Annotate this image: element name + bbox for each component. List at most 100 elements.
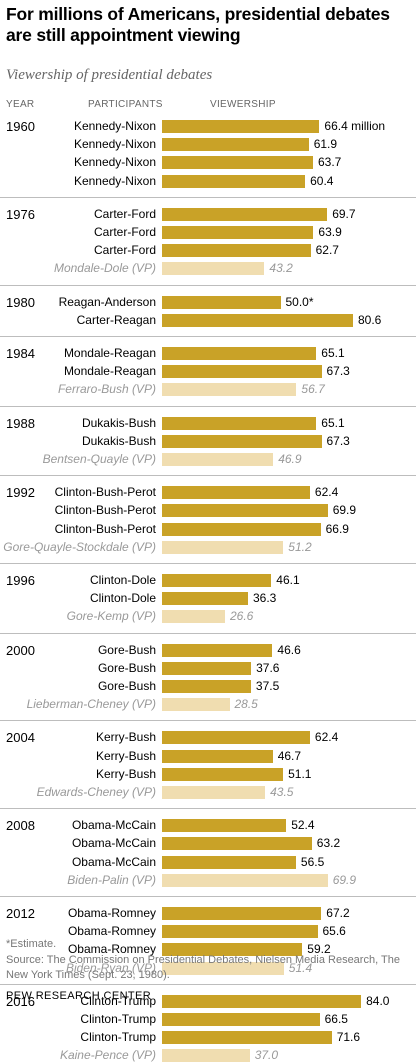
participants-label: Gore-Bush (97, 660, 156, 675)
viewership-bar (162, 943, 303, 957)
viewership-value: 80.6 (358, 312, 382, 327)
group-separator (0, 196, 416, 198)
viewership-bar (162, 574, 272, 587)
viewership-value: 52.4 (291, 818, 315, 833)
viewership-bar (162, 295, 281, 309)
viewership-bar (162, 207, 328, 221)
viewership-bar (162, 907, 322, 920)
viewership-bar (162, 731, 310, 745)
participants-label: Carter-Ford (93, 206, 156, 221)
participants-label: Kennedy-Nixon (73, 155, 156, 170)
participants-label: Clinton-Dole (89, 591, 156, 606)
participants-label: Obama-Romney (67, 906, 156, 920)
viewership-bar (162, 610, 225, 624)
group-separator (0, 284, 416, 286)
viewership-bar (162, 226, 314, 239)
viewership-value: 36.3 (253, 591, 277, 606)
participants-label: Kerry-Bush (95, 748, 156, 763)
year-label: 1980 (6, 294, 35, 310)
year-label: 1976 (6, 206, 35, 222)
year-label: 1988 (6, 415, 35, 431)
group-separator (0, 632, 416, 634)
viewership-value: 66.9 (325, 521, 349, 536)
participants-label: Kerry-Bush (95, 766, 156, 781)
participants-label: Clinton-Trump (80, 993, 156, 1008)
viewership-bar (162, 592, 248, 606)
participants-label: Ferraro-Bush (VP) (57, 382, 156, 397)
participants-label: Clinton-Bush-Perot (54, 503, 156, 518)
viewership-bar (162, 383, 297, 397)
participants-label: Clinton-Bush-Perot (54, 521, 156, 536)
viewership-bar (162, 244, 311, 258)
viewership-bar (162, 486, 310, 500)
viewership-bar (162, 925, 318, 939)
year-label: 1996 (6, 573, 35, 588)
participants-label: Carter-Ford (93, 243, 156, 258)
participants-label: Biden-Ryan (VP) (65, 960, 156, 975)
viewership-value: 62.4 (314, 485, 339, 500)
source-note: Source: The Commission on Presidential D… (6, 954, 400, 981)
year-label: 2012 (6, 906, 35, 921)
viewership-value: 62.4 (314, 730, 339, 745)
viewership-bar (162, 1013, 320, 1026)
year-label: 2000 (6, 642, 35, 658)
column-header-participants: PARTICIPANTS (88, 99, 163, 110)
viewership-bar (162, 767, 284, 781)
participants-label: Mondale-Reagan (63, 346, 156, 360)
viewership-bar (162, 540, 284, 554)
viewership-bar (162, 434, 322, 448)
viewership-value: 84.0 (366, 993, 390, 1008)
viewership-value: 26.6 (230, 609, 254, 624)
participants-label: Carter-Ford (93, 225, 156, 239)
viewership-value: 66.4 million (324, 119, 386, 133)
viewership-bar (162, 416, 317, 430)
participants-label: Reagan-Anderson (58, 294, 156, 309)
viewership-bar (162, 1049, 250, 1062)
viewership-bar (162, 156, 313, 170)
viewership-value: 60.4 (310, 173, 334, 188)
viewership-bar (162, 819, 287, 833)
chart-title: For millions of Americans, presidential … (6, 4, 390, 45)
participants-label: Gore-Kemp (VP) (66, 609, 156, 624)
participants-label: Kennedy-Nixon (73, 137, 156, 152)
viewership-value: 51.4 (288, 960, 313, 975)
participants-label: Obama-McCain (71, 818, 156, 833)
year-label: 1992 (6, 485, 35, 501)
viewership-value: 67.3 (326, 364, 350, 379)
viewership-value: 65.1 (321, 346, 345, 360)
viewership-value: 46.1 (276, 573, 300, 587)
viewership-value: 67.2 (326, 906, 350, 920)
participants-label: Mondale-Reagan (63, 364, 156, 379)
viewership-value: 28.5 (234, 697, 258, 712)
viewership-bar (162, 313, 353, 327)
viewership-value: 51.1 (288, 766, 312, 781)
viewership-bar (162, 661, 252, 675)
column-header-viewership: VIEWERSHIP (210, 99, 276, 110)
viewership-value: 65.6 (322, 924, 346, 939)
viewership-value: 69.9 (332, 872, 357, 887)
viewership-bar (162, 120, 320, 133)
viewership-value: 62.7 (315, 243, 339, 258)
participants-label: Mondale-Dole (VP) (53, 261, 156, 276)
viewership-bar (162, 643, 273, 657)
participants-label: Kerry-Bush (95, 730, 156, 745)
participants-label: Gore-Bush (97, 642, 156, 657)
viewership-bar (162, 365, 322, 379)
viewership-value: 63.2 (316, 836, 341, 851)
group-separator (0, 405, 416, 407)
debate-viewership-chart: 1960 Kennedy-Nixon 66.4 million Kennedy-Nix… (0, 119, 416, 1062)
group-separator (0, 336, 416, 337)
viewership-value: 56.7 (301, 382, 325, 397)
viewership-bar (162, 1031, 332, 1045)
participants-label: Clinton-Bush-Perot (54, 485, 156, 500)
participants-label: Obama-McCain (71, 854, 156, 869)
participants-label: Clinton-Trump (80, 1012, 156, 1026)
participants-label: Gore-Bush (97, 679, 156, 693)
viewership-bar (162, 453, 274, 466)
viewership-value: 69.9 (332, 503, 357, 518)
viewership-value: 69.7 (332, 206, 356, 221)
viewership-value: 51.2 (288, 539, 312, 554)
participants-label: Kaine-Pence (VP) (59, 1048, 156, 1062)
viewership-bar (162, 994, 362, 1008)
participants-label: Clinton-Dole (89, 573, 156, 587)
